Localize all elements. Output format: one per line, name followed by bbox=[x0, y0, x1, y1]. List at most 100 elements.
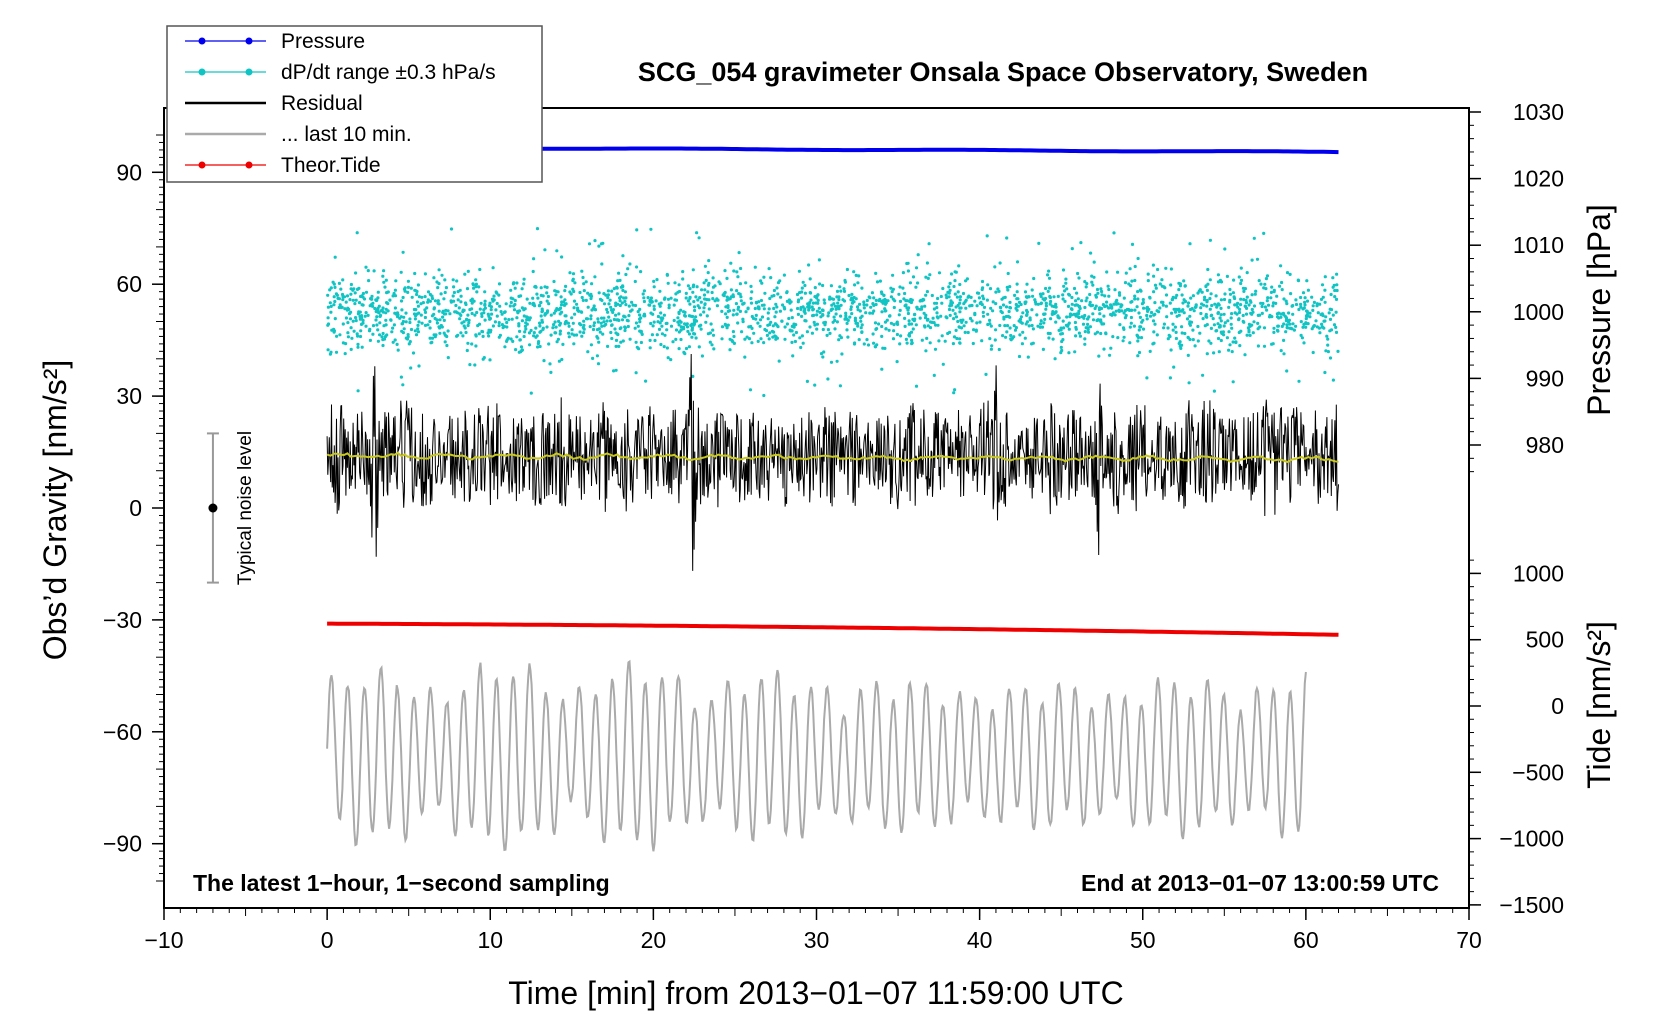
dpdt-point bbox=[1209, 341, 1213, 345]
dpdt-point bbox=[672, 303, 676, 307]
dpdt-point bbox=[1108, 353, 1112, 357]
dpdt-point bbox=[459, 331, 463, 335]
dpdt-point bbox=[698, 296, 702, 300]
pressure-tick-label: 1020 bbox=[1513, 166, 1564, 192]
dpdt-point bbox=[1255, 257, 1260, 261]
dpdt-point bbox=[928, 341, 932, 345]
dpdt-point bbox=[329, 310, 333, 314]
dpdt-point bbox=[914, 323, 918, 327]
dpdt-point bbox=[1060, 348, 1064, 353]
dpdt-point bbox=[607, 302, 611, 306]
dpdt-point bbox=[833, 304, 838, 308]
dpdt-point bbox=[547, 342, 551, 346]
dpdt-point bbox=[538, 324, 542, 328]
dpdt-point bbox=[459, 300, 463, 304]
dpdt-point bbox=[624, 303, 628, 307]
dpdt-point bbox=[1010, 336, 1015, 340]
dpdt-point bbox=[364, 324, 368, 328]
dpdt-point bbox=[1001, 303, 1006, 307]
dpdt-point bbox=[739, 299, 743, 303]
dpdt-point bbox=[815, 309, 820, 313]
dpdt-point bbox=[428, 319, 432, 324]
dpdt-point bbox=[600, 316, 604, 320]
dpdt-point bbox=[1226, 319, 1230, 323]
dpdt-point bbox=[423, 272, 427, 276]
dpdt-point bbox=[895, 332, 900, 337]
dpdt-point bbox=[874, 327, 878, 331]
dpdt-point bbox=[1256, 321, 1260, 325]
dpdt-point bbox=[1060, 332, 1064, 336]
dpdt-point bbox=[1223, 247, 1227, 251]
dpdt-point bbox=[560, 300, 564, 304]
dpdt-point bbox=[856, 324, 860, 328]
dpdt-point bbox=[513, 298, 517, 303]
dpdt-point bbox=[417, 320, 421, 324]
dpdt-point bbox=[914, 266, 919, 270]
dpdt-point bbox=[715, 304, 720, 308]
dpdt-point bbox=[749, 296, 753, 301]
dpdt-point bbox=[968, 304, 972, 308]
dpdt-point bbox=[1297, 307, 1301, 312]
dpdt-point bbox=[1239, 329, 1243, 333]
dpdt-point bbox=[750, 341, 754, 345]
dpdt-point bbox=[597, 244, 601, 248]
dpdt-point bbox=[1005, 236, 1009, 240]
dpdt-point bbox=[977, 296, 982, 300]
dpdt-point bbox=[380, 335, 384, 339]
dpdt-point bbox=[1258, 313, 1262, 317]
dpdt-point bbox=[682, 310, 686, 314]
dpdt-point bbox=[642, 299, 647, 304]
dpdt-point bbox=[1222, 312, 1226, 316]
dpdt-point bbox=[1151, 263, 1155, 267]
dpdt-point bbox=[558, 329, 563, 333]
dpdt-point bbox=[696, 298, 700, 302]
dpdt-point bbox=[853, 318, 858, 322]
dpdt-point bbox=[1003, 324, 1007, 328]
dpdt-point bbox=[1222, 297, 1227, 302]
dpdt-point bbox=[839, 289, 843, 293]
dpdt-point bbox=[991, 309, 995, 313]
dpdt-point bbox=[758, 318, 763, 322]
dpdt-point bbox=[395, 342, 399, 346]
dpdt-point bbox=[856, 281, 860, 285]
dpdt-point bbox=[801, 341, 805, 345]
dpdt-point bbox=[602, 316, 606, 320]
dpdt-point bbox=[509, 300, 513, 305]
y-tick-label: −60 bbox=[103, 719, 142, 745]
dpdt-point bbox=[1306, 288, 1310, 292]
dpdt-point bbox=[1133, 308, 1137, 312]
dpdt-point bbox=[1199, 311, 1203, 316]
dpdt-point bbox=[981, 286, 985, 290]
dpdt-point bbox=[602, 302, 607, 306]
dpdt-point bbox=[986, 283, 990, 287]
dpdt-point bbox=[849, 307, 853, 311]
dpdt-point bbox=[439, 292, 443, 296]
dpdt-point bbox=[1077, 316, 1081, 320]
dpdt-point bbox=[1129, 300, 1133, 304]
dpdt-point bbox=[539, 300, 543, 305]
dpdt-point bbox=[571, 321, 575, 325]
dpdt-point bbox=[1097, 307, 1101, 312]
dpdt-point bbox=[334, 350, 339, 354]
dpdt-point bbox=[525, 322, 529, 326]
dpdt-point bbox=[1162, 322, 1166, 326]
dpdt-point bbox=[608, 298, 612, 302]
dpdt-point bbox=[442, 318, 446, 322]
dpdt-point bbox=[1171, 295, 1175, 299]
dpdt-point bbox=[658, 289, 662, 293]
dpdt-point bbox=[1050, 304, 1054, 308]
dpdt-point bbox=[731, 330, 736, 334]
dpdt-point bbox=[1107, 287, 1111, 292]
dpdt-point bbox=[1212, 323, 1216, 327]
dpdt-point bbox=[706, 271, 710, 275]
dpdt-point bbox=[1201, 317, 1205, 321]
dpdt-point bbox=[622, 296, 626, 300]
dpdt-point bbox=[541, 327, 545, 331]
dpdt-point bbox=[1331, 378, 1335, 382]
dpdt-point bbox=[1066, 324, 1070, 328]
dpdt-point bbox=[978, 301, 982, 305]
dpdt-point bbox=[902, 297, 906, 301]
dpdt-point bbox=[1061, 297, 1065, 301]
dpdt-point bbox=[989, 306, 993, 310]
